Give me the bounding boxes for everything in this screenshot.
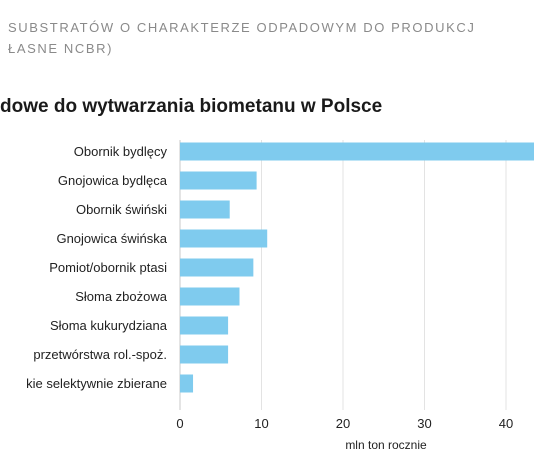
- bar: [180, 229, 268, 248]
- category-label: przetwórstwa rol.-spoż.: [33, 347, 167, 362]
- category-label: kie selektywnie zbierane: [26, 376, 167, 391]
- bars: [180, 142, 534, 393]
- category-labels: Obornik bydlęcy Gnojowica bydlęca Obornik …: [26, 144, 168, 391]
- header-line-1: SUBSTRATÓW O CHARAKTERZE ODPADOWYM DO PR…: [8, 20, 476, 35]
- bar: [180, 374, 194, 393]
- x-tick-label: 40: [499, 416, 513, 431]
- category-label: Pomiot/obornik ptasi: [49, 260, 167, 275]
- bar: [180, 316, 229, 335]
- bar: [180, 345, 229, 364]
- category-label: Obornik świński: [76, 202, 167, 217]
- header-line-2: ŁASNE NCBR): [8, 41, 114, 56]
- chart-title: dowe do wytwarzania biometanu w Polsce: [0, 96, 383, 117]
- category-label: Gnojowica świńska: [56, 231, 167, 246]
- x-axis-title: mln ton rocznie: [345, 438, 427, 452]
- category-label: Słoma zbożowa: [75, 289, 168, 304]
- x-tick-label: 30: [417, 416, 431, 431]
- category-label: Obornik bydlęcy: [74, 144, 168, 159]
- bar: [180, 287, 240, 306]
- x-tick-label: 20: [336, 416, 350, 431]
- bar: [180, 171, 257, 190]
- x-tick-labels: 0 10 20 30 40: [176, 416, 513, 431]
- bar: [180, 200, 230, 219]
- category-label: Gnojowica bydlęca: [58, 173, 168, 188]
- bar: [180, 258, 254, 277]
- x-tick-label: 10: [254, 416, 268, 431]
- x-tick-label: 0: [176, 416, 183, 431]
- category-label: Słoma kukurydziana: [50, 318, 168, 333]
- bar: [180, 142, 534, 161]
